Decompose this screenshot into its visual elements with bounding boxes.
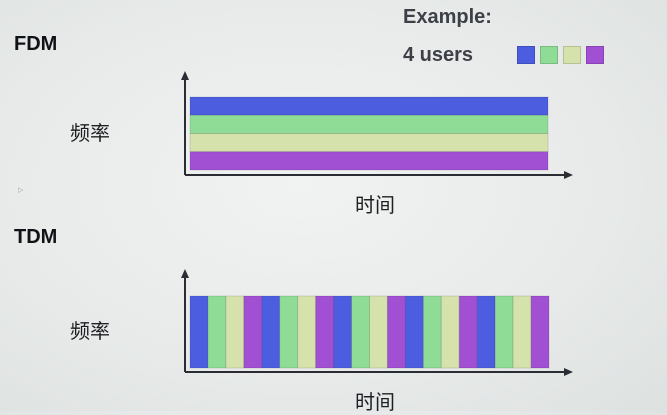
fdm-frequency-bands [189,96,549,171]
fdm-title: FDM [14,33,58,55]
tdm-slot-user-2 [279,295,299,369]
fdm-band-user-1 [189,96,549,116]
fdm-x-axis-label: 时间 [355,193,395,217]
fdm-x-arrow-icon [564,171,573,179]
tdm-slot-user-1 [476,295,496,369]
user-1-swatch [517,46,535,64]
tdm-x-arrow-icon [564,368,573,376]
tdm-slot-user-2 [207,295,227,369]
mouse-cursor-icon: ▷ [18,186,24,194]
user-4-swatch [586,46,604,64]
tdm-slot-user-1 [189,295,209,369]
tdm-axes [181,269,573,376]
fdm-y-axis-label: 频率 [70,121,110,145]
tdm-slot-user-4 [530,295,550,369]
tdm-slot-user-4 [243,295,263,369]
fdm-band-user-2 [189,114,549,134]
tdm-slot-user-3 [440,295,460,369]
tdm-slot-user-2 [351,295,370,369]
user-color-legend [517,46,604,64]
tdm-slot-user-3 [297,295,317,369]
tdm-x-axis-label: 时间 [355,390,395,414]
tdm-slot-user-1 [261,295,281,369]
user-2-swatch [540,46,558,64]
tdm-slot-user-2 [494,295,514,369]
tdm-slot-user-4 [315,295,335,369]
tdm-slot-user-1 [333,295,353,369]
tdm-slot-user-2 [422,295,442,369]
fdm-y-arrow-icon [181,71,189,80]
tdm-y-arrow-icon [181,269,189,278]
tdm-slot-user-3 [369,295,388,369]
fdm-band-user-3 [189,133,549,153]
tdm-slot-user-1 [404,295,424,369]
tdm-slot-user-4 [386,295,406,369]
tdm-slot-user-3 [225,295,245,369]
tdm-slot-user-4 [458,295,478,369]
fdm-axes [181,71,573,179]
tdm-time-slots [189,295,550,369]
tdm-title: TDM [14,226,58,248]
fdm-band-user-4 [189,151,549,171]
example-users-label: 4 users [403,44,474,66]
tdm-y-axis-label: 频率 [70,319,110,343]
example-title: Example: [403,6,492,28]
tdm-slot-user-3 [512,295,532,369]
user-3-swatch [563,46,581,64]
